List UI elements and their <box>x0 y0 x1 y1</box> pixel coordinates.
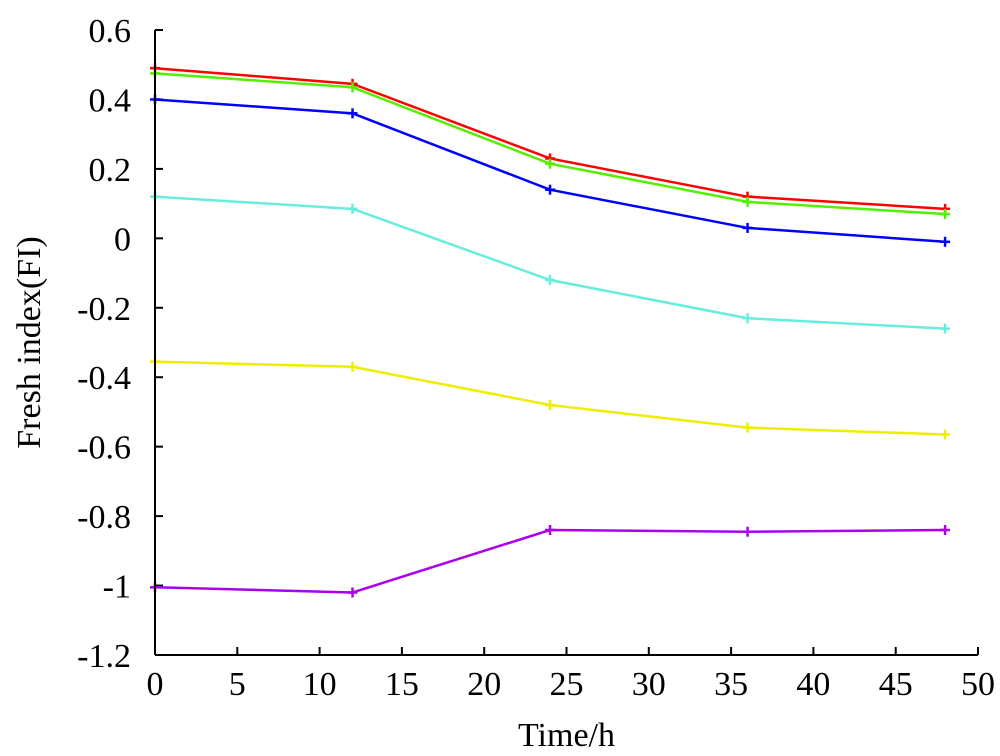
x-tick-label: 20 <box>467 666 501 703</box>
x-tick-label: 5 <box>229 666 246 703</box>
data-point <box>940 209 951 220</box>
data-point <box>742 526 753 537</box>
y-tick-label: -0.2 <box>77 291 131 328</box>
y-tick-label: 0.4 <box>89 82 132 119</box>
y-axis-title: Fresh index(FI) <box>11 236 48 448</box>
x-tick-label: 10 <box>303 666 337 703</box>
series-line <box>154 98 946 244</box>
y-tick-label: 0 <box>114 221 131 258</box>
data-point <box>545 525 556 535</box>
series-line <box>154 360 946 436</box>
y-tick-label: -1.2 <box>77 638 131 675</box>
y-tick-label: -0.6 <box>77 430 131 467</box>
data-point <box>347 361 358 372</box>
x-tick-label: 35 <box>714 666 748 703</box>
series-4 <box>150 191 951 334</box>
series-5 <box>150 356 951 440</box>
data-point <box>742 422 753 433</box>
data-point <box>347 82 358 93</box>
series-layer <box>150 63 951 598</box>
y-tick-label: -0.4 <box>77 360 131 397</box>
x-tick-label: 25 <box>550 666 584 703</box>
y-tick-label: -0.8 <box>77 499 131 536</box>
series-3 <box>150 94 951 247</box>
data-point <box>545 158 556 169</box>
y-axis-ticks: 0.6 0.4 0.2 0 -0.2 -0.4 -0.6 -0.8 -1 -1.2 <box>77 13 163 675</box>
data-point <box>940 323 951 334</box>
data-point <box>545 400 556 410</box>
data-point <box>347 203 358 214</box>
data-point <box>940 236 951 247</box>
data-point <box>545 275 556 285</box>
series-2 <box>150 68 951 220</box>
x-tick-label: 30 <box>632 666 666 703</box>
x-tick-label: 50 <box>961 666 995 703</box>
x-tick-label: 0 <box>147 666 164 703</box>
data-point <box>347 587 358 598</box>
x-tick-label: 15 <box>385 666 419 703</box>
data-point <box>742 222 753 233</box>
x-tick-label: 40 <box>796 666 830 703</box>
x-axis-title: Time/h <box>518 717 615 754</box>
series-line <box>154 195 946 330</box>
data-point <box>742 196 753 207</box>
data-point <box>347 108 358 119</box>
data-point <box>545 184 556 195</box>
x-axis-ticks: 0 5 10 15 20 25 30 35 40 45 50 <box>147 647 995 703</box>
y-tick-label: 0.2 <box>89 152 132 189</box>
series-6 <box>150 525 951 598</box>
x-tick-label: 45 <box>879 666 913 703</box>
data-point <box>742 313 753 324</box>
series-line <box>154 528 946 594</box>
data-point <box>940 525 951 535</box>
y-tick-label: 0.6 <box>89 13 132 50</box>
y-tick-label: -1 <box>103 569 131 606</box>
data-point <box>940 429 951 440</box>
